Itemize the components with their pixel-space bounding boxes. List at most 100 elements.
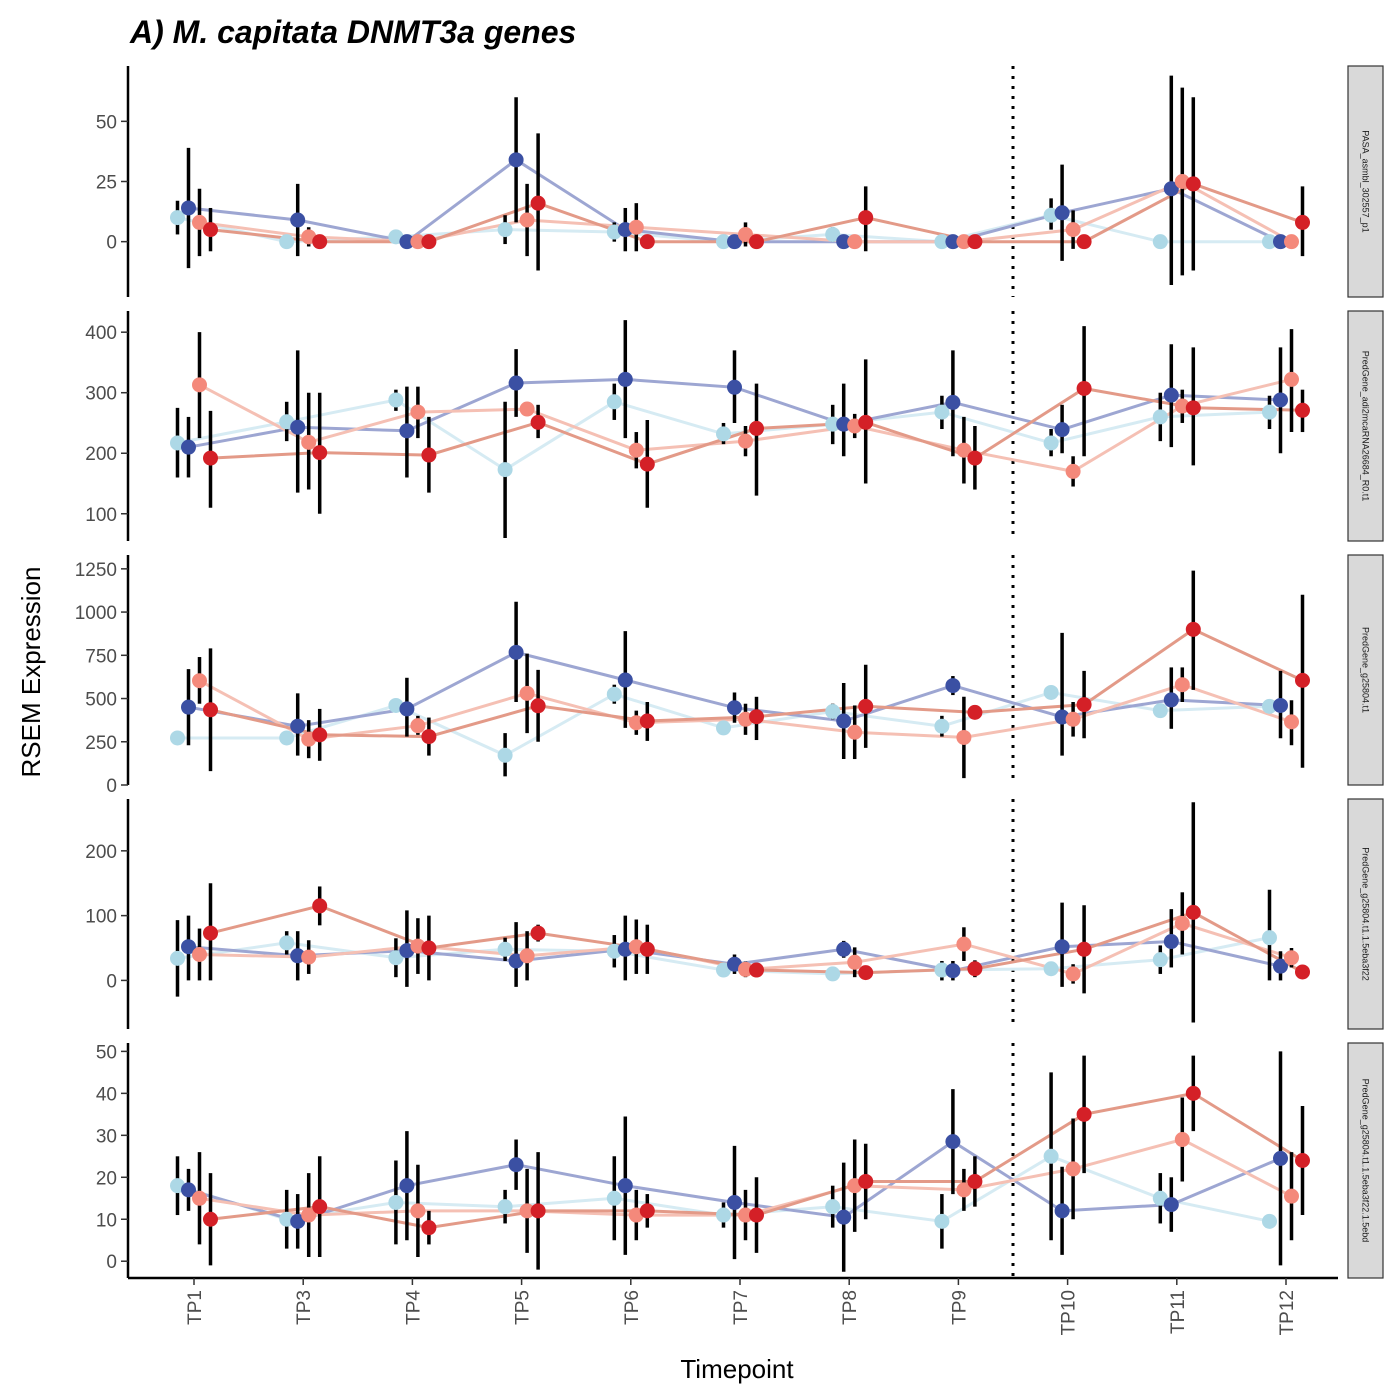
- data-point: [1054, 939, 1070, 955]
- data-point: [639, 1203, 655, 1219]
- data-point: [1043, 961, 1059, 977]
- y-tick-label: 0: [106, 776, 117, 797]
- data-point: [858, 698, 874, 714]
- data-point: [1273, 697, 1288, 713]
- data-point: [934, 1213, 950, 1229]
- data-point: [530, 925, 546, 941]
- data-point: [301, 434, 317, 450]
- data-point: [1262, 698, 1277, 714]
- data-point: [410, 718, 426, 734]
- data-point: [1054, 422, 1070, 438]
- data-point: [858, 210, 874, 226]
- data-point: [716, 720, 731, 736]
- data-point: [1273, 1150, 1288, 1166]
- data-point: [399, 701, 415, 717]
- data-point: [203, 925, 218, 941]
- data-point: [1054, 205, 1070, 221]
- data-point: [617, 371, 633, 387]
- data-point: [290, 948, 306, 964]
- data-point: [203, 222, 218, 238]
- data-point: [749, 709, 764, 725]
- x-tick-label: TP6: [622, 1290, 643, 1325]
- data-point: [836, 416, 852, 432]
- facet-strip-label: PredGene_adi2mcaRNA26684_R0.t1: [1361, 351, 1371, 502]
- data-point: [606, 394, 622, 410]
- data-point: [530, 414, 546, 430]
- data-point: [421, 729, 437, 745]
- panel-3: 0 250 500 750 1000 1250 PredGene_g25804.t1: [75, 554, 1384, 797]
- data-point: [497, 941, 513, 957]
- data-point: [628, 715, 644, 731]
- data-point: [825, 416, 841, 432]
- data-point: [825, 226, 841, 242]
- data-point: [279, 730, 295, 746]
- data-point: [956, 442, 972, 458]
- facet-strip-label: PredGene_g25804.t1: [1361, 627, 1371, 713]
- data-point: [530, 698, 546, 714]
- data-point: [934, 404, 950, 420]
- y-tick-label: 300: [85, 384, 117, 405]
- y-tick-label: 250: [85, 733, 117, 754]
- data-point: [1295, 672, 1310, 688]
- data-point: [388, 950, 404, 966]
- data-point: [825, 966, 841, 982]
- data-point: [301, 949, 317, 965]
- y-tick-label: 20: [96, 1168, 117, 1189]
- data-point: [1185, 176, 1201, 192]
- panel-1: 0 25 50 PASA_asmbl_302557_p1: [96, 65, 1384, 298]
- y-tick-label: 0: [106, 971, 117, 992]
- data-point: [967, 450, 983, 466]
- x-tick-label: TP11: [1168, 1290, 1189, 1334]
- data-point: [181, 699, 196, 715]
- data-point: [1163, 692, 1179, 708]
- data-point: [519, 401, 535, 417]
- panel-5: 0 10 20 30 40 50 PredGene_g25804.t1.1.5eba3f22…: [96, 1042, 1384, 1279]
- series-line: [188, 157, 1282, 244]
- data-point: [290, 1213, 306, 1229]
- facet-strip-label: PredGene_g25804.t1.1.5eba3f22: [1361, 847, 1371, 981]
- y-tick-label: 25: [96, 173, 117, 194]
- data-point: [1273, 234, 1288, 250]
- data-point: [1076, 380, 1092, 396]
- data-point: [967, 961, 983, 977]
- panels: 02550PASA_asmbl_302557_p1100200300400Pre…: [75, 65, 1384, 1279]
- data-point: [836, 941, 852, 957]
- x-axis-title: Timepoint: [680, 1354, 794, 1384]
- data-point: [181, 1182, 196, 1198]
- data-point: [945, 394, 961, 410]
- data-point: [1185, 1085, 1201, 1101]
- data-point: [508, 644, 524, 660]
- x-tick-label: TP1: [185, 1290, 206, 1325]
- data-point: [421, 1220, 437, 1236]
- data-point: [825, 1199, 841, 1215]
- data-point: [727, 1194, 742, 1210]
- data-point: [388, 392, 404, 408]
- facet-strip: [1347, 554, 1384, 786]
- data-point: [738, 433, 753, 449]
- data-point: [639, 234, 655, 250]
- data-point: [1284, 371, 1299, 387]
- data-point: [1295, 402, 1310, 418]
- x-axis: TP1 TP3 TP4 TP5 TP6 TP7 TP8 TP9 TP10 TP11 TP12: [128, 1276, 1338, 1335]
- data-point: [727, 379, 742, 395]
- data-point: [716, 426, 731, 442]
- y-tick-label: 200: [85, 444, 117, 465]
- data-point: [956, 1182, 972, 1198]
- data-point: [825, 704, 841, 720]
- data-point: [1065, 1161, 1081, 1177]
- data-point: [203, 1211, 218, 1227]
- data-point: [1152, 703, 1168, 719]
- x-tick-label: TP7: [731, 1290, 752, 1325]
- data-point: [181, 939, 196, 955]
- data-point: [508, 1157, 524, 1173]
- data-point: [836, 713, 852, 729]
- data-point: [1262, 930, 1277, 946]
- data-point: [956, 729, 972, 745]
- data-point: [421, 447, 437, 463]
- data-point: [508, 375, 524, 391]
- x-tick-label: TP10: [1059, 1290, 1080, 1335]
- data-point: [410, 1203, 426, 1219]
- data-point: [192, 673, 207, 689]
- data-point: [639, 713, 655, 729]
- data-point: [290, 212, 306, 228]
